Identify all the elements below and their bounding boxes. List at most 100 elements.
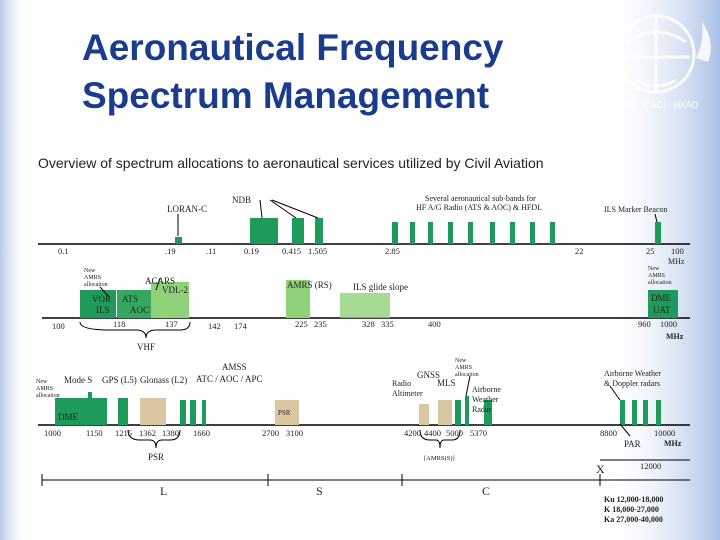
band2-tick: 400 <box>428 319 441 329</box>
band1-marker-label: ILS Marker Beacon <box>604 205 668 214</box>
band3-tick: 5000 <box>446 428 463 438</box>
band2-group: New AMRS allocation ACARS VDL-2 VOR ILS … <box>42 266 690 352</box>
band1-unit: MHz <box>668 257 685 266</box>
band3-modes-block <box>88 392 92 425</box>
band1-tick: 0.19 <box>244 246 259 256</box>
band3-tick: 1362 <box>139 428 156 438</box>
band2-tick: 225 <box>295 319 308 329</box>
band2-vor-ils-block <box>80 290 116 318</box>
band3-gnss-label: GNSS <box>417 370 440 380</box>
band-x-label: X <box>596 462 605 476</box>
band3-amss-label: AMSS <box>222 362 247 372</box>
band1-hf-label: Several aeronautical sub-bands for <box>425 194 536 203</box>
band3-tick: 2700 <box>262 428 279 438</box>
band3-doppler-label: Airborne Weather <box>604 369 662 378</box>
band-l-label: L <box>160 484 167 498</box>
band3-tick-labels: 1000 1150 1215 1362 1380 1660 2700 3100 … <box>44 428 675 438</box>
band3-new-amrs-c-label-b: AMRS <box>455 365 472 371</box>
band2-tick: 328 <box>362 319 375 329</box>
icao-logo: ICAO · OACI · ИКАО <box>601 14 711 110</box>
band3-tick: 1380 <box>162 428 179 438</box>
band2-amrs-rs-block <box>286 280 310 318</box>
band-ku-label: Ku 12,000-18,000 <box>604 495 663 504</box>
band3-amrs-s-label: [AMRS(S)] <box>424 455 455 462</box>
band3-dme-label: DME <box>58 412 79 422</box>
band3-dme-block <box>55 398 107 425</box>
band3-gps-label: GPS (L5) <box>102 375 137 385</box>
band3-tick: 3100 <box>286 428 303 438</box>
band3-new-amrs-c-label-c: allocation <box>455 372 479 378</box>
band3-tick: 4200 <box>404 428 421 438</box>
band3-psr-box <box>275 400 299 425</box>
band3-new-amrs-label-c: allocation <box>36 393 60 399</box>
band2-tick: 100 <box>52 321 65 331</box>
radar-bands-group: X 12000 L S C Ku 12,000-18,000 K 18,000-… <box>41 459 690 524</box>
band2-acars-label: ACARS <box>145 276 175 286</box>
band1-tick: 0.415 <box>282 246 301 256</box>
band1-tick: 100 <box>671 246 684 256</box>
band2-dme-label: DME <box>651 293 672 303</box>
band3-gnss-block <box>455 400 461 425</box>
band1-tick: 1.505 <box>308 246 327 256</box>
band1-tick: 2.85 <box>385 246 400 256</box>
band3-tick: 4400 <box>424 428 441 438</box>
band2-dme-block <box>648 290 678 318</box>
band3-modes-label: Mode S <box>64 375 92 385</box>
band3-tick: 1215 <box>115 428 132 438</box>
band3-group: New AMRS allocation Mode S GPS (L5) Glon… <box>36 358 690 462</box>
band3-airborne-label-b: Weather <box>472 395 499 404</box>
band1-ndb-block <box>250 218 278 244</box>
band1-loran-label: LORAN-C <box>167 204 207 214</box>
band3-amrs-c-block <box>465 396 469 425</box>
band3-radio-alt-block <box>419 404 429 425</box>
band3-psr-label: PSR <box>148 452 164 462</box>
band2-new-amrs-r-label-c: allocation <box>648 280 672 286</box>
band3-atc-label: ATC / AOC / APC <box>196 374 263 384</box>
band3-atc-block-3 <box>202 400 206 425</box>
band2-vdl-label: VDL-2 <box>162 285 188 295</box>
logo-text: ICAO · OACI · ИКАО <box>614 100 699 110</box>
band2-ats-aoc-block <box>117 290 151 318</box>
band3-airborne-block <box>484 400 492 425</box>
band3-airborne-label-c: Radar <box>472 405 491 414</box>
band2-new-amrs-label-b: AMRS <box>84 275 101 281</box>
band3-glonass-block <box>140 398 166 425</box>
band2-new-amrs-label-c: allocation <box>84 282 108 288</box>
band2-uat-label: UAT <box>653 305 671 315</box>
band2-ils-label: ILS <box>96 305 110 315</box>
band1-tick: 0.1 <box>58 246 69 256</box>
band1-tick-labels: 0.1 .19 .11 0.19 0.415 1.505 2.85 22 25 … <box>58 246 684 256</box>
band-k-label: K 18,000-27,000 <box>604 505 659 514</box>
band2-vor-label: VOR <box>92 294 111 304</box>
band3-tick: 1000 <box>44 428 61 438</box>
band-ka-label: Ka 27,000-40,000 <box>604 515 663 524</box>
page-subtitle: Overview of spectrum allocations to aero… <box>38 155 544 171</box>
band2-tick: 174 <box>234 321 248 331</box>
band2-ats-label: ATS <box>122 294 138 304</box>
band2-glide-label: ILS glide slope <box>353 282 408 292</box>
band1-marker-block <box>655 222 661 244</box>
band1-tick: 22 <box>575 246 584 256</box>
band1-tick: 25 <box>646 246 655 256</box>
band3-radio-alt-label: Radio <box>392 379 411 388</box>
band3-par-label: PAR <box>624 439 641 449</box>
band3-doppler-label-b: & Doppler radars <box>604 379 660 388</box>
band1-group: LORAN-C NDB Several aeronautical sub-ban… <box>38 194 690 266</box>
band-s-label: S <box>316 484 323 498</box>
band1-ndb-label: NDB <box>232 195 251 205</box>
band2-aoc-label: AOC <box>130 305 149 315</box>
band3-radio-alt-label-b: Altimeter <box>392 389 423 398</box>
band-c-label: C <box>482 484 490 498</box>
band1-hf-label2: HF A/G Radio (ATS & AOC) & HFDL <box>416 203 542 212</box>
band2-tick: 118 <box>113 319 125 329</box>
band3-mls-label: MLS <box>437 378 456 388</box>
page-title-line1: Aeronautical Frequency <box>82 27 504 68</box>
band2-vhf-light-block <box>151 282 189 318</box>
band2-unit: MHz <box>666 332 684 341</box>
band3-doppler-blocks <box>620 400 661 425</box>
band3-gps-block <box>118 398 128 425</box>
band3-tick: 8800 <box>600 428 617 438</box>
band-x-value: 12000 <box>640 461 661 471</box>
band3-tick: 1150 <box>86 428 103 438</box>
